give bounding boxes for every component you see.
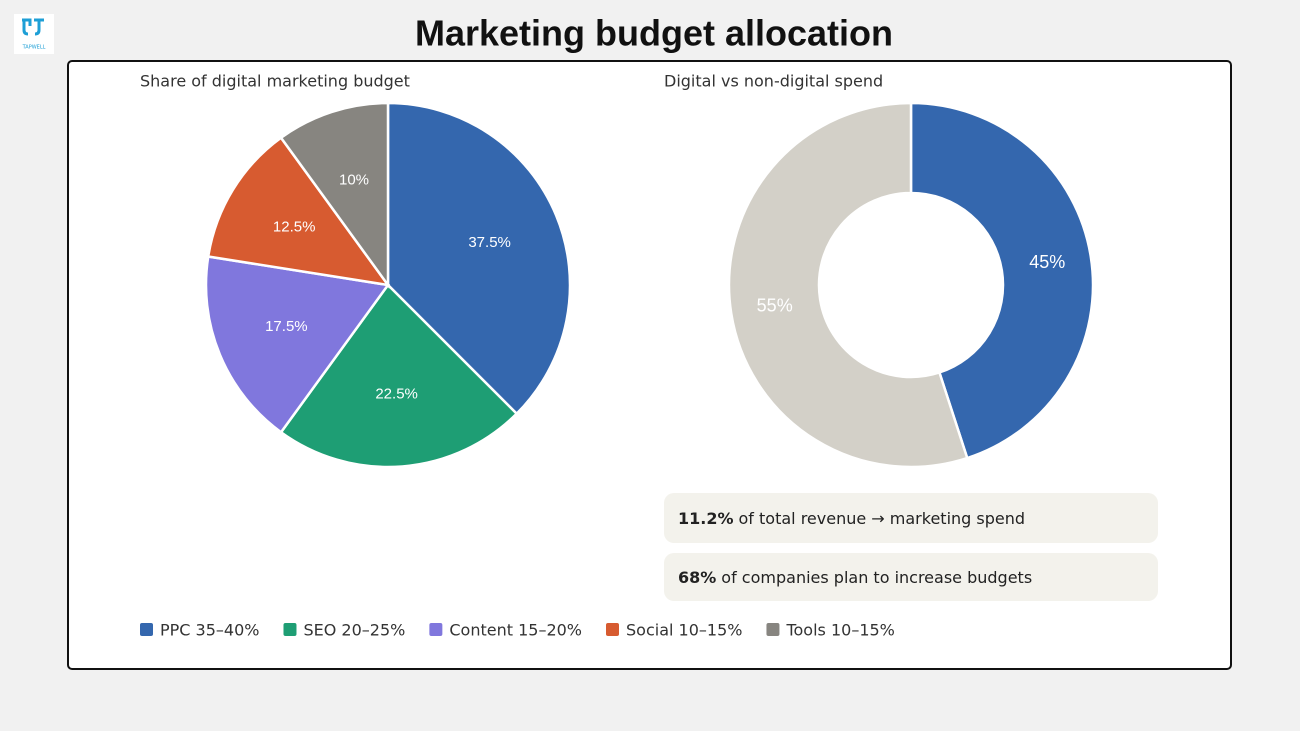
- slice: [386, 101, 572, 416]
- stat-box: [664, 553, 1158, 601]
- stat-card: 11.2% of total revenue → marketing spend: [664, 493, 1158, 543]
- stat-value: 68%: [678, 568, 716, 587]
- stat-value: 11.2%: [678, 509, 734, 528]
- slice: [204, 255, 391, 434]
- stat-text: 68% of companies plan to increase budgets: [678, 568, 1032, 587]
- chart-title: Share of digital marketing budget: [140, 72, 410, 91]
- slice-label: 22.5%: [375, 386, 418, 403]
- legend-label: PPC 35–40%: [160, 621, 259, 640]
- stat-box: [664, 493, 1158, 543]
- slice: [279, 283, 519, 469]
- stat-desc: of companies plan to increase budgets: [721, 568, 1032, 587]
- legend-swatch: [606, 623, 619, 636]
- slice-label: 10%: [339, 171, 369, 188]
- slice-label: 45%: [1029, 252, 1065, 272]
- slice-label: 12.5%: [273, 218, 316, 235]
- slice: [279, 101, 390, 289]
- legend-label: Social 10–15%: [626, 621, 742, 640]
- legend-swatch: [766, 623, 780, 636]
- stat-text: 11.2% of total revenue → marketing spend: [678, 509, 1025, 528]
- legend-label: SEO 20–25%: [303, 621, 405, 640]
- logo-text: TAPWELL: [22, 45, 46, 51]
- chart-title: Digital vs non-digital spend: [664, 72, 883, 91]
- slice: [909, 101, 1095, 460]
- logo: TAPWELL: [14, 14, 54, 54]
- slice-label: 55%: [757, 295, 793, 315]
- slice: [206, 136, 391, 287]
- slice-label: 17.5%: [265, 318, 308, 335]
- legend-label: Content 15–20%: [449, 621, 582, 640]
- page-title: Marketing budget allocation: [415, 13, 893, 54]
- legend-swatch: [140, 623, 153, 636]
- slice-label: 37.5%: [468, 234, 511, 251]
- stat-desc: of total revenue → marketing spend: [739, 509, 1026, 528]
- legend-swatch: [283, 623, 297, 636]
- stat-card: 68% of companies plan to increase budgets: [664, 553, 1158, 601]
- legend-label: Tools 10–15%: [785, 621, 894, 640]
- slice: [727, 101, 969, 469]
- logo-mark: [22, 18, 44, 36]
- legend-swatch: [429, 623, 443, 636]
